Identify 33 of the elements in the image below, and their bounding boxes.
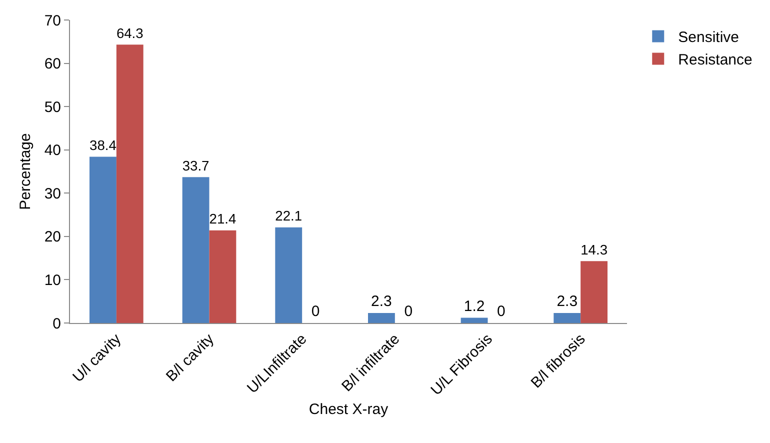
data-label: 1.2 <box>464 298 485 315</box>
y-tick-label: 50 <box>44 98 61 116</box>
data-label: 38.4 <box>89 137 117 154</box>
bar <box>580 261 608 323</box>
bar <box>460 318 488 323</box>
bar <box>209 230 236 323</box>
y-tick-label: 20 <box>44 228 61 246</box>
data-label: 2.3 <box>556 293 578 310</box>
data-label: 0 <box>404 303 413 320</box>
y-tick-label: 30 <box>44 185 61 202</box>
bar <box>89 156 116 323</box>
legend-label: Sensitive <box>678 29 740 46</box>
y-tick-label: 60 <box>44 56 61 73</box>
y-axis-title: Percentage <box>17 133 34 210</box>
y-tick-label: 0 <box>52 315 61 332</box>
x-axis-title: Chest X-ray <box>308 400 389 418</box>
data-label: 0 <box>311 303 320 320</box>
y-tick-label: 40 <box>44 142 61 160</box>
bar <box>275 227 302 323</box>
y-tick-label: 70 <box>44 12 61 30</box>
bar <box>116 44 144 323</box>
data-label: 22.1 <box>275 208 302 224</box>
data-label: 64.3 <box>116 24 144 41</box>
y-tick-label: 10 <box>44 272 61 289</box>
legend-label: Resistance <box>678 52 752 69</box>
bar <box>368 313 395 323</box>
data-label: 0 <box>497 303 506 320</box>
data-label: 14.3 <box>580 241 608 258</box>
bar <box>182 177 210 323</box>
data-label: 33.7 <box>182 157 210 174</box>
data-label: 21.4 <box>209 210 236 227</box>
data-label: 2.3 <box>371 293 392 310</box>
bar <box>554 313 581 323</box>
